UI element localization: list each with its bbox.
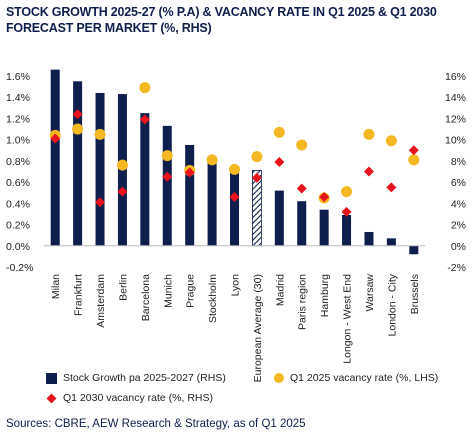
- bar-amsterdam: [95, 92, 105, 246]
- legend-dot-swatch: [274, 373, 284, 383]
- diamond-point: [72, 109, 83, 120]
- diamond-point: [319, 191, 330, 202]
- bar-brussels: [409, 245, 419, 255]
- legend-diamonds-label: Q1 2030 vacancy rate (%, RHS): [63, 392, 213, 404]
- category-label: Hamburg: [319, 274, 331, 317]
- diamond-point: [386, 182, 397, 193]
- legend-bars-label: Stock Growth pa 2025-2027 (RHS): [63, 372, 226, 384]
- category-label: Barcelona: [140, 274, 152, 321]
- right-tick-label: 0%: [451, 241, 466, 253]
- dot-point: [139, 82, 151, 94]
- diamond-point: [296, 183, 307, 194]
- left-tick-label: 1.4%: [6, 92, 30, 104]
- diamond-point: [50, 133, 61, 144]
- bar-munich: [162, 125, 172, 246]
- diamond-point: [274, 156, 285, 167]
- legend-dots: Q1 2025 vacancy rate (%, LHS): [274, 372, 438, 384]
- left-tick-label: 1.2%: [6, 113, 30, 125]
- legend-diamond-swatch: [46, 393, 57, 403]
- bar-stockholm: [207, 156, 217, 246]
- left-tick-label: 0.6%: [6, 177, 30, 189]
- legend-dots-label: Q1 2025 vacancy rate (%, LHS): [290, 372, 439, 384]
- chart-title: STOCK GROWTH 2025-27 (% P.A) & VACANCY R…: [6, 5, 437, 35]
- category-label: Amsterdam: [95, 274, 107, 328]
- right-axis: -2% 0% 2% 4% 6% 8% 10% 12% 14% 16%: [445, 71, 466, 274]
- right-tick-label: 8%: [451, 156, 466, 168]
- category-label: Munich: [162, 274, 174, 308]
- dot-point: [229, 163, 240, 175]
- legend-diamonds: Q1 2030 vacancy rate (%, RHS): [46, 392, 213, 404]
- legend-bars: Stock Growth pa 2025-2027 (RHS): [46, 372, 226, 384]
- right-tick-label: 14%: [445, 92, 466, 104]
- bar-barcelona: [140, 113, 150, 246]
- bar-warsaw: [364, 231, 374, 246]
- dot-point: [273, 126, 285, 138]
- dot-point: [385, 135, 397, 147]
- category-labels: Milan Frankfurt Amsterdam Berlin Barcelona Mu…: [50, 273, 421, 382]
- bar-lyon: [230, 172, 239, 246]
- dot-point: [161, 150, 173, 162]
- category-label: Madrid: [274, 274, 286, 306]
- right-tick-label: 2%: [451, 220, 466, 232]
- dot-point: [72, 123, 84, 135]
- bar-prague: [185, 144, 195, 246]
- bar-series: [50, 69, 419, 255]
- legend-bar-swatch: [46, 372, 57, 384]
- diamond-point: [95, 197, 106, 208]
- diamond-point: [162, 171, 173, 182]
- dot-point: [341, 186, 353, 198]
- diamond-point: [229, 191, 240, 202]
- dot-point: [251, 151, 263, 163]
- dot-point: [116, 159, 128, 171]
- category-label: Warsaw: [364, 274, 376, 312]
- right-tick-label: 10%: [445, 135, 466, 147]
- right-tick-label: -2%: [447, 262, 466, 274]
- bar-london-city: [386, 238, 396, 246]
- left-tick-label: -0.2%: [6, 262, 33, 274]
- source-note: Sources: CBRE, AEW Research & Strategy, …: [6, 418, 306, 430]
- left-tick-label: 0.4%: [6, 198, 30, 210]
- diamond-point: [184, 167, 195, 178]
- category-label: Stockholm: [207, 274, 219, 323]
- bar-madrid: [274, 190, 284, 246]
- category-label: Milan: [50, 274, 62, 299]
- bar-hamburg: [319, 209, 329, 246]
- category-label: London - City: [386, 273, 398, 336]
- category-label: Paris region: [297, 274, 309, 330]
- left-tick-label: 1.0%: [6, 135, 30, 147]
- diamond-point: [117, 186, 128, 197]
- category-label: Frankfurt: [73, 274, 85, 316]
- category-label: European Average (30): [252, 274, 264, 382]
- dot-point: [94, 128, 106, 140]
- diamond-point: [408, 145, 419, 156]
- diamond-point: [363, 166, 374, 177]
- category-label: Berlin: [117, 274, 129, 301]
- left-tick-label: 1.6%: [6, 71, 30, 83]
- dot-point: [408, 154, 420, 166]
- category-label: Brussels: [409, 274, 421, 314]
- category-label: Lyon: [230, 274, 242, 297]
- bar-frankfurt: [73, 81, 83, 246]
- diamond-series: [50, 109, 419, 217]
- left-tick-label: 0.8%: [6, 156, 30, 168]
- category-label: Longon - West End: [342, 274, 354, 364]
- dot-point: [296, 139, 308, 151]
- right-tick-label: 6%: [451, 177, 466, 189]
- diamond-point: [251, 172, 262, 183]
- right-tick-label: 12%: [445, 113, 466, 125]
- dot-point: [206, 154, 218, 166]
- left-tick-label: 0.2%: [6, 220, 30, 232]
- left-axis: -0.2% 0.0% 0.2% 0.4% 0.6% 0.8% 1.0% 1.2% 1.4% 1.6…: [6, 71, 33, 274]
- diamond-point: [139, 114, 150, 125]
- dot-point: [363, 128, 375, 140]
- right-tick-label: 4%: [451, 198, 466, 210]
- left-tick-label: 0.0%: [6, 241, 30, 253]
- bar-milan: [50, 69, 60, 246]
- bar-paris-region: [297, 201, 307, 246]
- category-label: Prague: [185, 274, 197, 308]
- bar-longon-west-end: [342, 215, 352, 246]
- diamond-point: [341, 206, 352, 217]
- right-tick-label: 16%: [445, 71, 466, 83]
